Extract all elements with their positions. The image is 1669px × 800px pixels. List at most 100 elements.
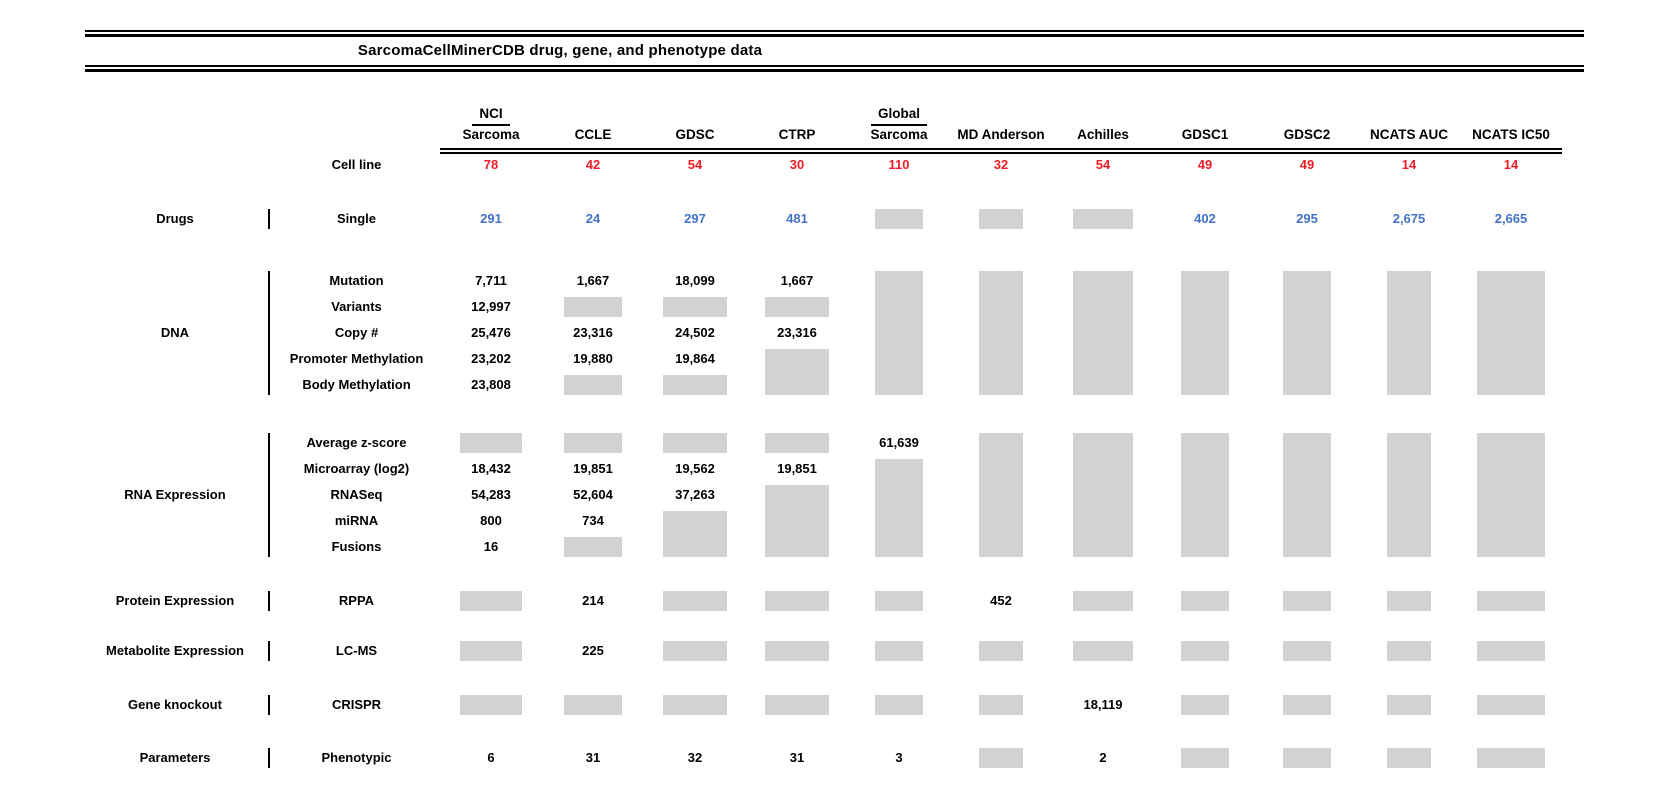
data-cell: 32 <box>687 750 703 765</box>
no-data-box <box>564 433 622 453</box>
no-data-box <box>564 695 622 715</box>
column-header-label: CTRP <box>778 127 816 142</box>
data-cell: 481 <box>786 211 808 226</box>
no-data-box <box>1477 271 1545 395</box>
cell-line-count: 49 <box>1197 157 1213 172</box>
no-data-box <box>765 349 829 395</box>
title-bottom-rule <box>85 65 1584 72</box>
no-data-box <box>1283 641 1331 661</box>
data-cell: 1,667 <box>780 273 814 288</box>
no-data-box <box>1181 271 1229 395</box>
data-cell: 297 <box>684 211 706 226</box>
column-header-label: GDSC <box>675 127 715 142</box>
data-cell: 225 <box>582 643 604 658</box>
no-data-box <box>1181 641 1229 661</box>
category-divider <box>268 695 270 715</box>
row-label: Average z-score <box>306 435 407 450</box>
no-data-box <box>979 433 1023 557</box>
no-data-box <box>1073 209 1133 229</box>
no-data-box <box>979 748 1023 768</box>
cell-line-count: 30 <box>789 157 805 172</box>
section-parameters: Parameters Phenotypic 6 31 32 31 3 2 <box>85 745 1669 771</box>
column-header-ctrp: CTRP <box>746 106 848 148</box>
no-data-box <box>564 297 622 317</box>
data-cell: 402 <box>1194 211 1216 226</box>
no-data-box <box>1477 641 1545 661</box>
no-data-box <box>875 695 923 715</box>
section-drugs: Drugs Single 291 24 297 481 402 295 2,675 2,665 <box>85 206 1669 232</box>
column-header-gdsc2: GDSC2 <box>1256 106 1358 148</box>
data-cell: 18,432 <box>471 461 511 476</box>
column-header-row: NCI Sarcoma CCLE GDSC CTRP Global Sarcoma MD An… <box>85 105 1669 154</box>
column-header-label: NCATS AUC <box>1370 127 1448 142</box>
data-cell: 18,119 <box>1083 697 1123 712</box>
data-cell: 800 <box>480 513 502 528</box>
column-header-label: CCLE <box>574 127 612 142</box>
category-label: RNA Expression <box>124 487 226 502</box>
data-cell: 24 <box>585 211 601 226</box>
section-rna-expression: RNA Expression Average z-score Microarray … <box>85 430 1669 560</box>
no-data-box <box>979 209 1023 229</box>
no-data-box <box>460 433 522 453</box>
data-cell: 23,202 <box>471 351 511 366</box>
no-data-box <box>460 591 522 611</box>
data-cell: 16 <box>483 539 499 554</box>
column-header-top-label: NCI <box>472 105 510 126</box>
no-data-box <box>875 271 923 395</box>
no-data-box <box>663 433 727 453</box>
category-label: Gene knockout <box>128 697 222 712</box>
row-label: Body Methylation <box>302 377 411 392</box>
data-cell: 291 <box>480 211 502 226</box>
data-cell: 12,997 <box>471 299 511 314</box>
data-cell: 7,711 <box>475 273 507 288</box>
data-cell: 18,099 <box>675 273 715 288</box>
no-data-box <box>1073 433 1133 557</box>
column-header-top-label: Global <box>870 105 927 126</box>
row-label: Promoter Methylation <box>289 351 424 366</box>
cell-line-count: 49 <box>1299 157 1315 172</box>
data-cell: 6 <box>487 750 495 765</box>
no-data-box <box>460 641 522 661</box>
cell-line-count: 54 <box>687 157 703 172</box>
no-data-box <box>663 641 727 661</box>
figure-content: SarcomaCellMinerCDB drug, gene, and phen… <box>85 30 1669 771</box>
data-cell: 214 <box>582 593 604 608</box>
no-data-box <box>663 511 727 557</box>
no-data-box <box>1181 591 1229 611</box>
no-data-box <box>564 537 622 557</box>
title-top-rule <box>85 30 1584 37</box>
category-divider <box>268 591 270 611</box>
data-cell: 52,604 <box>573 487 613 502</box>
data-cell: 1,667 <box>576 273 610 288</box>
data-cell: 54,283 <box>471 487 511 502</box>
no-data-box <box>979 271 1023 395</box>
header-double-rule <box>440 148 1562 154</box>
no-data-box <box>1387 591 1431 611</box>
column-header-label: MD Anderson <box>957 127 1045 142</box>
no-data-box <box>460 695 522 715</box>
column-header-ncats-auc: NCATS AUC <box>1358 106 1460 148</box>
data-cell: 2 <box>1099 750 1107 765</box>
no-data-box <box>663 591 727 611</box>
data-cell: 734 <box>582 513 604 528</box>
no-data-box <box>765 485 829 557</box>
no-data-box <box>1073 591 1133 611</box>
row-label: Phenotypic <box>321 750 392 765</box>
cell-line-count: 14 <box>1401 157 1417 172</box>
no-data-box <box>1181 748 1229 768</box>
category-divider <box>268 748 270 768</box>
cell-line-count: 110 <box>888 157 910 172</box>
row-label: miRNA <box>334 513 379 528</box>
cell-line-row: Cell line 78 42 54 30 110 32 54 49 49 14 14 <box>85 152 1669 178</box>
no-data-box <box>765 297 829 317</box>
no-data-box <box>875 459 923 557</box>
category-divider <box>268 433 270 557</box>
section-metabolite-expression: Metabolite Expression LC-MS 225 <box>85 638 1669 664</box>
data-cell: 37,263 <box>675 487 715 502</box>
cell-line-count: 14 <box>1503 157 1519 172</box>
cell-line-count: 42 <box>585 157 601 172</box>
row-label: Microarray (log2) <box>303 461 410 476</box>
no-data-box <box>875 641 923 661</box>
cell-line-count: 54 <box>1095 157 1111 172</box>
